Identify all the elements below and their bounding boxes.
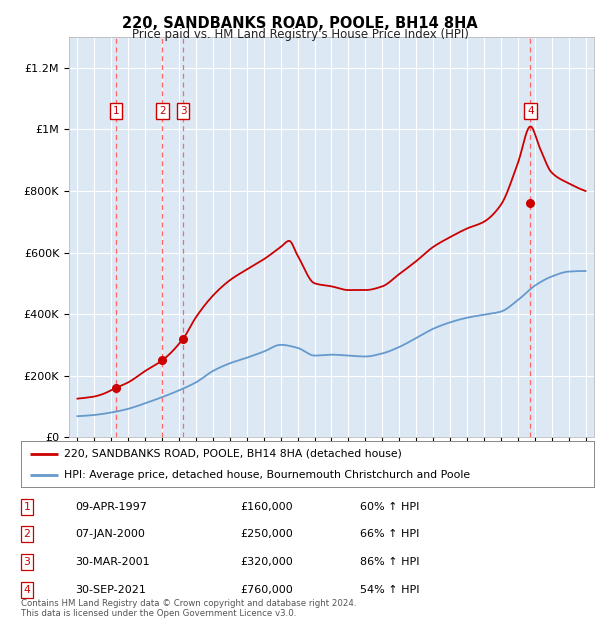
Text: £160,000: £160,000 — [240, 502, 293, 512]
Text: £760,000: £760,000 — [240, 585, 293, 595]
Text: 07-JAN-2000: 07-JAN-2000 — [75, 529, 145, 539]
Text: Price paid vs. HM Land Registry's House Price Index (HPI): Price paid vs. HM Land Registry's House … — [131, 28, 469, 41]
Text: £250,000: £250,000 — [240, 529, 293, 539]
Text: 4: 4 — [23, 585, 31, 595]
Text: 86% ↑ HPI: 86% ↑ HPI — [360, 557, 419, 567]
Text: 30-SEP-2021: 30-SEP-2021 — [75, 585, 146, 595]
Text: 220, SANDBANKS ROAD, POOLE, BH14 8HA: 220, SANDBANKS ROAD, POOLE, BH14 8HA — [122, 16, 478, 30]
Text: HPI: Average price, detached house, Bournemouth Christchurch and Poole: HPI: Average price, detached house, Bour… — [64, 471, 470, 480]
Text: 09-APR-1997: 09-APR-1997 — [75, 502, 147, 512]
Text: 4: 4 — [527, 106, 534, 116]
Text: 2: 2 — [159, 106, 166, 116]
Text: 3: 3 — [180, 106, 187, 116]
Text: 2: 2 — [23, 529, 31, 539]
Text: 54% ↑ HPI: 54% ↑ HPI — [360, 585, 419, 595]
Text: 30-MAR-2001: 30-MAR-2001 — [75, 557, 149, 567]
Text: 220, SANDBANKS ROAD, POOLE, BH14 8HA (detached house): 220, SANDBANKS ROAD, POOLE, BH14 8HA (de… — [64, 449, 402, 459]
Text: 3: 3 — [23, 557, 31, 567]
Text: 1: 1 — [23, 502, 31, 512]
Text: 66% ↑ HPI: 66% ↑ HPI — [360, 529, 419, 539]
Text: £320,000: £320,000 — [240, 557, 293, 567]
Text: Contains HM Land Registry data © Crown copyright and database right 2024.
This d: Contains HM Land Registry data © Crown c… — [21, 599, 356, 618]
Text: 1: 1 — [113, 106, 119, 116]
Text: 60% ↑ HPI: 60% ↑ HPI — [360, 502, 419, 512]
